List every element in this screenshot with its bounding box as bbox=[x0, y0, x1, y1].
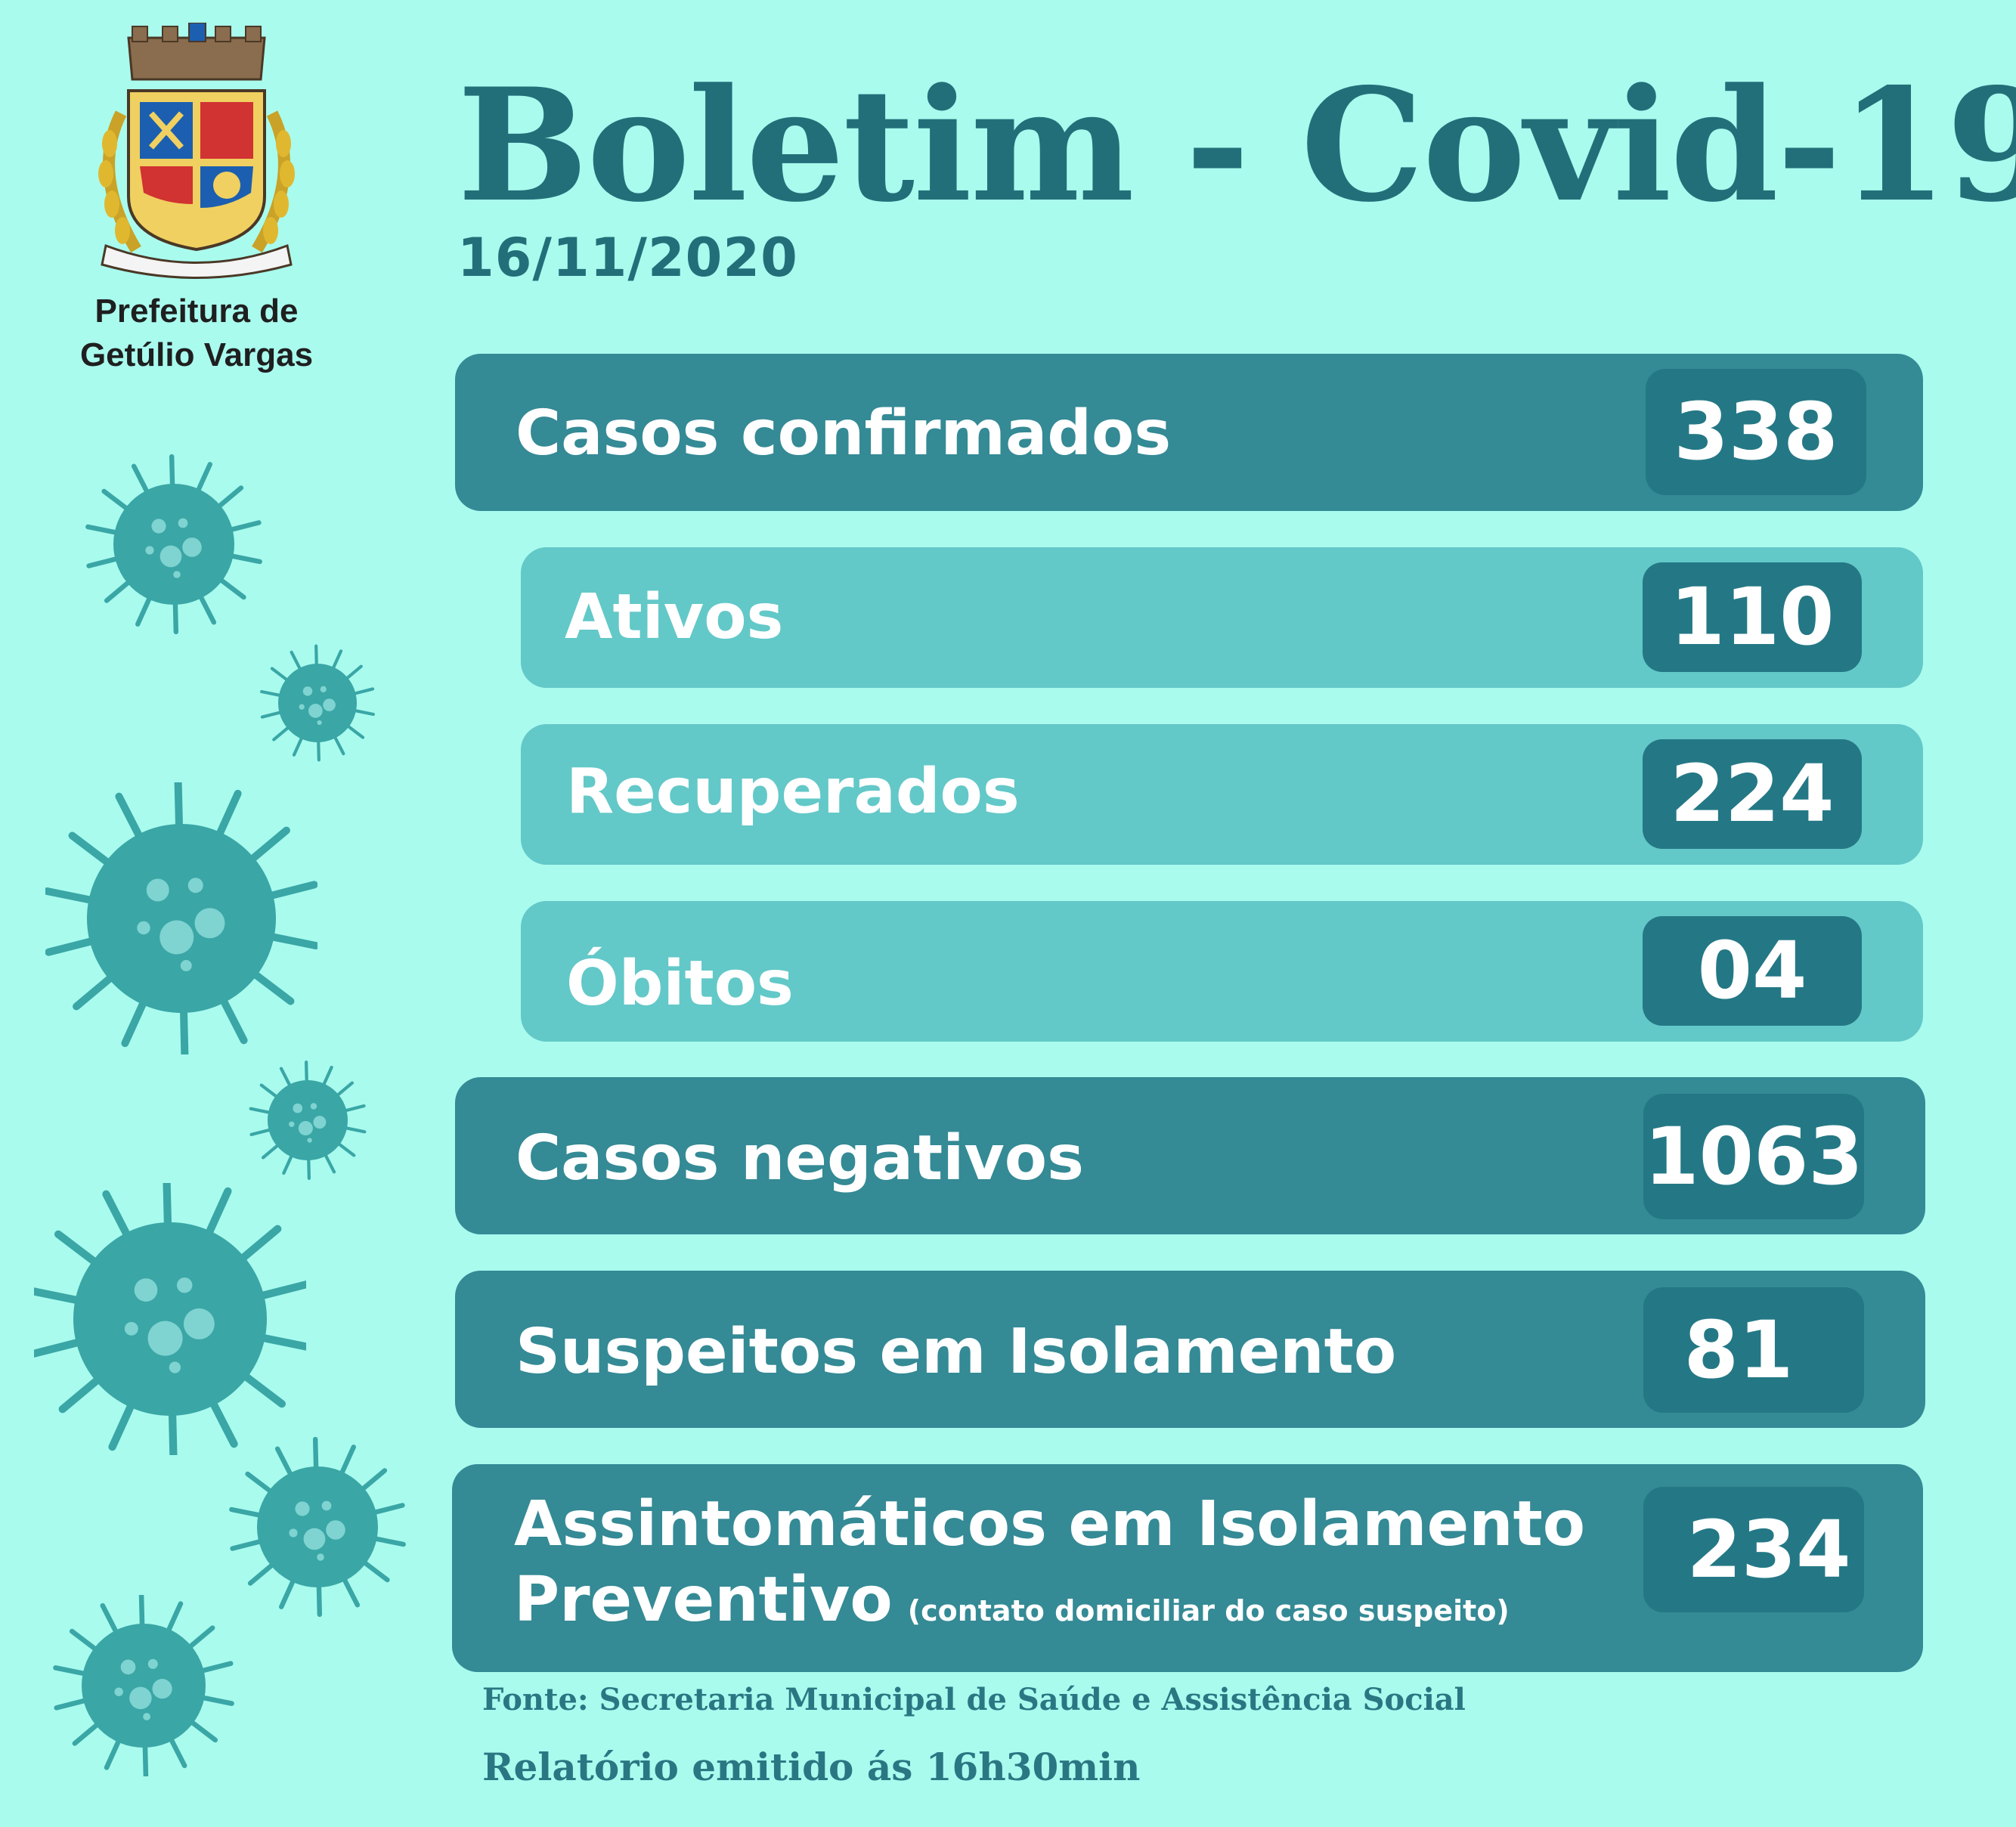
value-recuperados: 224 bbox=[1643, 739, 1862, 849]
virus-icon bbox=[34, 1183, 306, 1455]
footer-source: Fonte: Secretaria Municipal de Saúde e A… bbox=[482, 1682, 1466, 1717]
label-recuperados: Recuperados bbox=[566, 756, 1020, 828]
logo-caption-line1: Prefeitura de bbox=[94, 293, 299, 330]
row-casos-confirmados: Casos confirmados 338 bbox=[455, 354, 1923, 511]
report-date: 16/11/2020 bbox=[457, 227, 798, 289]
row-suspeitos-isolamento: Suspeitos em Isolamento 81 bbox=[455, 1271, 1925, 1428]
label-assintomaticos-line2: Preventivo bbox=[514, 1564, 893, 1636]
row-ativos: Ativos 110 bbox=[521, 547, 1923, 688]
label-assintomaticos-line1: Assintomáticos em Isolamento bbox=[514, 1488, 1586, 1560]
value-casos-confirmados: 338 bbox=[1646, 369, 1866, 495]
label-obitos: Óbitos bbox=[566, 948, 794, 1020]
virus-icon bbox=[85, 454, 262, 635]
virus-icon bbox=[249, 1061, 367, 1180]
label-casos-negativos: Casos negativos bbox=[516, 1123, 1084, 1194]
row-obitos: Óbitos 04 bbox=[521, 901, 1923, 1042]
virus-icon bbox=[53, 1595, 234, 1776]
logo-caption: Prefeitura de Getúlio Vargas bbox=[30, 290, 363, 377]
value-ativos: 110 bbox=[1643, 562, 1862, 672]
label-assintomaticos-isolamento: Assintomáticos em Isolamento Preventivo (… bbox=[514, 1487, 1585, 1649]
row-assintomaticos-isolamento: Assintomáticos em Isolamento Preventivo (… bbox=[452, 1464, 1923, 1672]
label-assintomaticos-note: (contato domiciliar do caso suspeito) bbox=[907, 1594, 1510, 1627]
logo-caption-line2: Getúlio Vargas bbox=[79, 336, 314, 373]
page-title: Boletim - Covid-19 bbox=[457, 55, 2016, 237]
value-assintomaticos-isolamento: 234 bbox=[1643, 1487, 1864, 1612]
label-ativos: Ativos bbox=[565, 581, 784, 653]
value-obitos: 04 bbox=[1643, 916, 1862, 1026]
virus-icon bbox=[229, 1436, 406, 1618]
label-assintomaticos-line2-wrap: Preventivo (contato domiciliar do caso su… bbox=[514, 1562, 1585, 1649]
label-casos-confirmados: Casos confirmados bbox=[516, 398, 1172, 469]
footer-emitted: Relatório emitido ás 16h30min bbox=[482, 1745, 1141, 1789]
row-recuperados: Recuperados 224 bbox=[521, 724, 1923, 865]
virus-icon bbox=[260, 644, 375, 762]
virus-icon bbox=[45, 782, 317, 1054]
row-casos-negativos: Casos negativos 1063 bbox=[455, 1077, 1925, 1234]
label-suspeitos-isolamento: Suspeitos em Isolamento bbox=[516, 1316, 1397, 1388]
value-suspeitos-isolamento: 81 bbox=[1643, 1287, 1864, 1413]
value-casos-negativos: 1063 bbox=[1643, 1094, 1864, 1219]
coat-of-arms-logo bbox=[98, 23, 295, 279]
